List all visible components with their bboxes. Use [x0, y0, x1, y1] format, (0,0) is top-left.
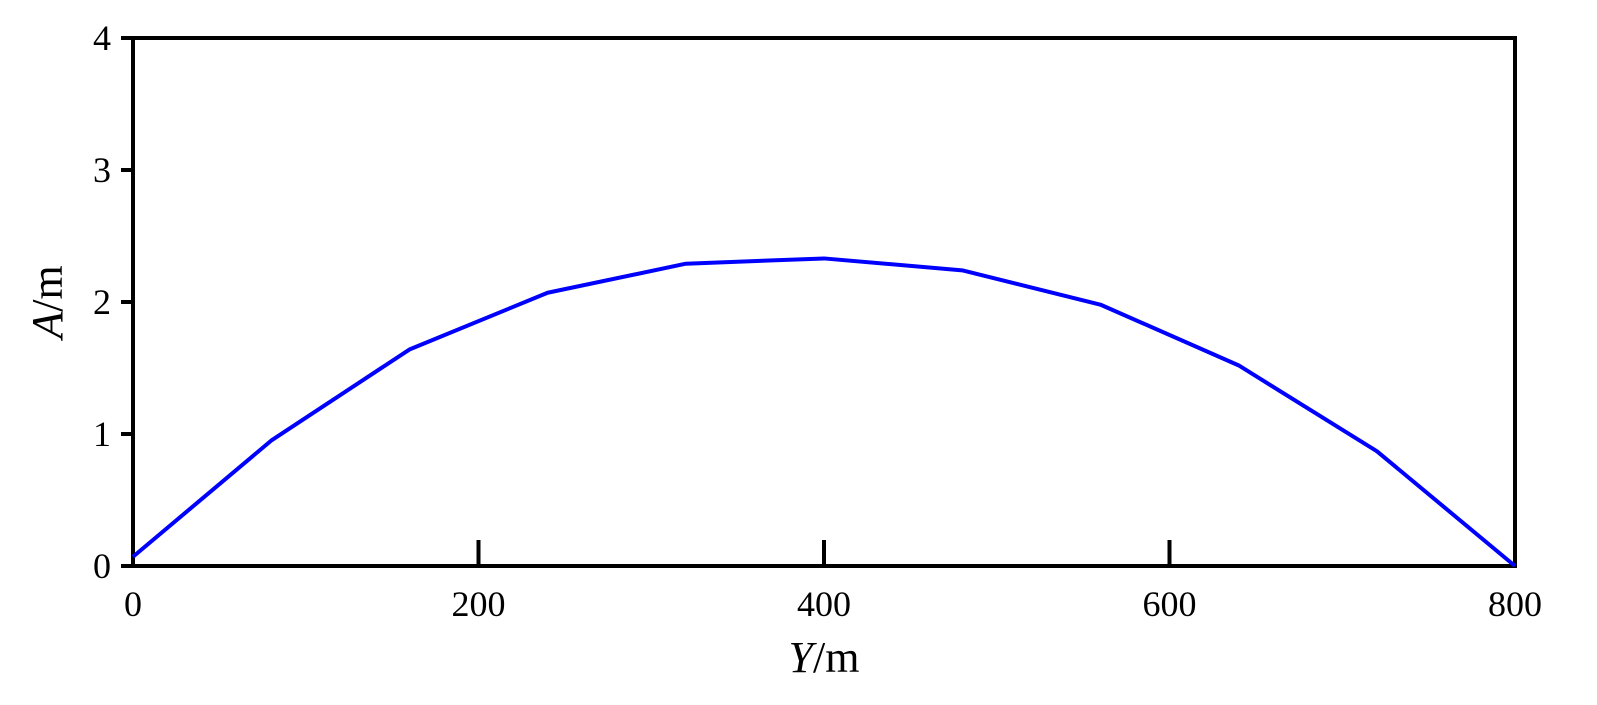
x-tick-label: 400 — [797, 584, 851, 624]
y-tick-label: 3 — [93, 150, 111, 190]
y-tick-label: 1 — [93, 414, 111, 454]
x-tick-label: 0 — [124, 584, 142, 624]
x-axis-label: Y/m — [789, 633, 860, 682]
y-tick-label: 4 — [93, 18, 111, 58]
y-tick-label: 0 — [93, 546, 111, 586]
plot-frame — [131, 36, 1517, 568]
x-tick-label: 800 — [1488, 584, 1542, 624]
y-tick-label: 2 — [93, 282, 111, 322]
x-tick-label: 600 — [1143, 584, 1197, 624]
x-tick-label: 200 — [452, 584, 506, 624]
data-line — [131, 256, 1517, 568]
y-axis-label: A/m — [23, 265, 72, 341]
